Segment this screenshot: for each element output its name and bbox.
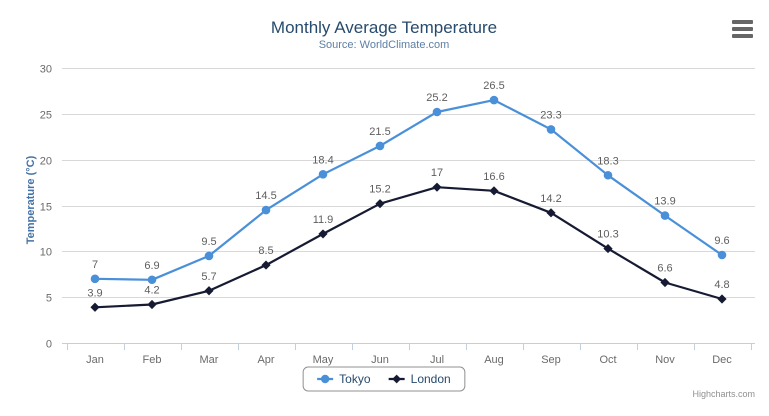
- data-point[interactable]: [660, 277, 670, 288]
- data-point-label: 4.8: [714, 279, 729, 291]
- data-point-label: 18.4: [312, 154, 333, 166]
- data-point[interactable]: [432, 107, 442, 117]
- x-axis-tick-label: Jun: [371, 354, 389, 366]
- data-point[interactable]: [90, 274, 100, 284]
- data-point-label: 25.2: [426, 92, 447, 104]
- y-axis-tick-label: 30: [40, 64, 52, 76]
- data-point-label: 4.2: [144, 285, 159, 297]
- x-axis-tick-label: Jul: [430, 354, 444, 366]
- series-tokyo[interactable]: [90, 95, 727, 285]
- chart-title: Monthly Average Temperature: [271, 18, 497, 37]
- data-point[interactable]: [147, 299, 157, 310]
- y-axis-tick-label: 15: [40, 202, 52, 214]
- x-axis-tick-label: Sep: [541, 354, 561, 366]
- hamburger-icon-bar-3: [732, 34, 753, 38]
- data-point[interactable]: [717, 250, 727, 260]
- data-point[interactable]: [603, 170, 613, 180]
- legend-box: [302, 366, 466, 392]
- data-point[interactable]: [717, 294, 727, 304]
- data-point[interactable]: [546, 208, 556, 218]
- data-point-label: 6.6: [657, 263, 672, 275]
- hamburger-icon-bar-1: [732, 20, 753, 24]
- data-point-label: 18.3: [597, 155, 618, 167]
- data-point[interactable]: [660, 211, 670, 220]
- y-axis-title: Temperature (°C): [25, 155, 37, 244]
- x-axis-tick-label: Jan: [86, 354, 104, 366]
- data-point-label: 21.5: [369, 126, 390, 138]
- y-axis-tick-label: 10: [40, 247, 52, 259]
- data-point[interactable]: [375, 199, 385, 209]
- x-axis-tick-label: Mar: [200, 354, 219, 366]
- x-axis-tick-label: Oct: [599, 354, 616, 366]
- hamburger-icon-bar-2: [732, 27, 753, 31]
- chart-subtitle: Source: WorldClimate.com: [319, 39, 450, 51]
- legend-marker-symbol: [392, 374, 402, 384]
- y-axis-tick-label: 20: [40, 156, 52, 168]
- data-point-label: 5.7: [201, 271, 216, 283]
- data-point[interactable]: [204, 251, 214, 261]
- y-axis-labels: 0 5 10 15 20 25 30: [40, 64, 52, 351]
- data-point[interactable]: [318, 170, 328, 179]
- data-point-label: 15.2: [369, 184, 390, 196]
- legend-item-label: London: [411, 372, 451, 386]
- data-point[interactable]: [489, 95, 499, 105]
- y-axis-tick-label: 0: [46, 339, 52, 351]
- data-point-label: 8.5: [258, 245, 273, 257]
- data-point-label: 9.5: [201, 236, 216, 248]
- data-point-label: 13.9: [654, 196, 675, 208]
- x-axis-tick-label: Nov: [655, 354, 675, 366]
- data-point-label: 7: [92, 259, 98, 271]
- data-point[interactable]: [375, 141, 385, 151]
- data-point-label: 10.3: [597, 229, 618, 241]
- data-point-label: 26.5: [483, 80, 504, 92]
- x-axis-tick-label: Dec: [712, 354, 732, 366]
- x-axis-tick-label: Aug: [484, 354, 504, 366]
- data-point[interactable]: [261, 205, 271, 215]
- data-labels: 7 6.9 9.5 14.5 18.4 21.5 25.2 26.5 23.3 18.3 13.9 9…: [87, 80, 729, 299]
- data-point-label: 14.2: [540, 193, 561, 205]
- x-axis-tick-label: Apr: [257, 354, 274, 366]
- legend-item-tokyo[interactable]: Tokyo: [317, 372, 371, 386]
- x-axis-tick-label: May: [313, 354, 334, 366]
- x-axis-tick-label: Feb: [143, 354, 162, 366]
- context-menu-button[interactable]: [726, 14, 758, 42]
- data-point[interactable]: [489, 186, 499, 196]
- legend-item-label: Tokyo: [339, 372, 371, 386]
- data-point-label: 17: [431, 167, 443, 179]
- data-point-label: 14.5: [255, 190, 276, 202]
- data-point-label: 16.6: [483, 171, 504, 183]
- series-london[interactable]: [90, 182, 727, 312]
- data-point[interactable]: [318, 229, 328, 239]
- data-point[interactable]: [546, 125, 556, 134]
- series-layer[interactable]: [90, 95, 727, 312]
- series-line-london[interactable]: [93, 186, 724, 309]
- data-point-label: 11.9: [313, 214, 334, 226]
- chart-legend[interactable]: Tokyo London: [302, 366, 466, 392]
- y-axis-tick-label: 25: [40, 110, 52, 122]
- data-point[interactable]: [147, 275, 157, 285]
- legend-item-london[interactable]: London: [388, 372, 451, 386]
- data-point-label: 23.3: [540, 109, 561, 121]
- y-axis-tick-label: 5: [46, 293, 52, 305]
- credits-label[interactable]: Highcharts.com: [692, 389, 755, 399]
- x-axis-ticks: [67, 343, 752, 350]
- data-point[interactable]: [261, 260, 271, 270]
- data-point[interactable]: [204, 286, 214, 296]
- data-point-label: 6.9: [144, 260, 159, 272]
- data-point[interactable]: [90, 302, 100, 312]
- series-line-tokyo[interactable]: [93, 99, 724, 281]
- data-point-label: 3.9: [87, 287, 102, 299]
- data-point[interactable]: [603, 243, 613, 254]
- data-point[interactable]: [432, 182, 442, 192]
- legend-marker-symbol: [320, 374, 330, 384]
- x-axis-labels: Jan Feb Mar Apr May Jun Jul Aug Sep Oct Nov Dec: [86, 354, 732, 366]
- data-point-label: 9.6: [714, 235, 729, 247]
- hamburger-icon[interactable]: [732, 20, 753, 38]
